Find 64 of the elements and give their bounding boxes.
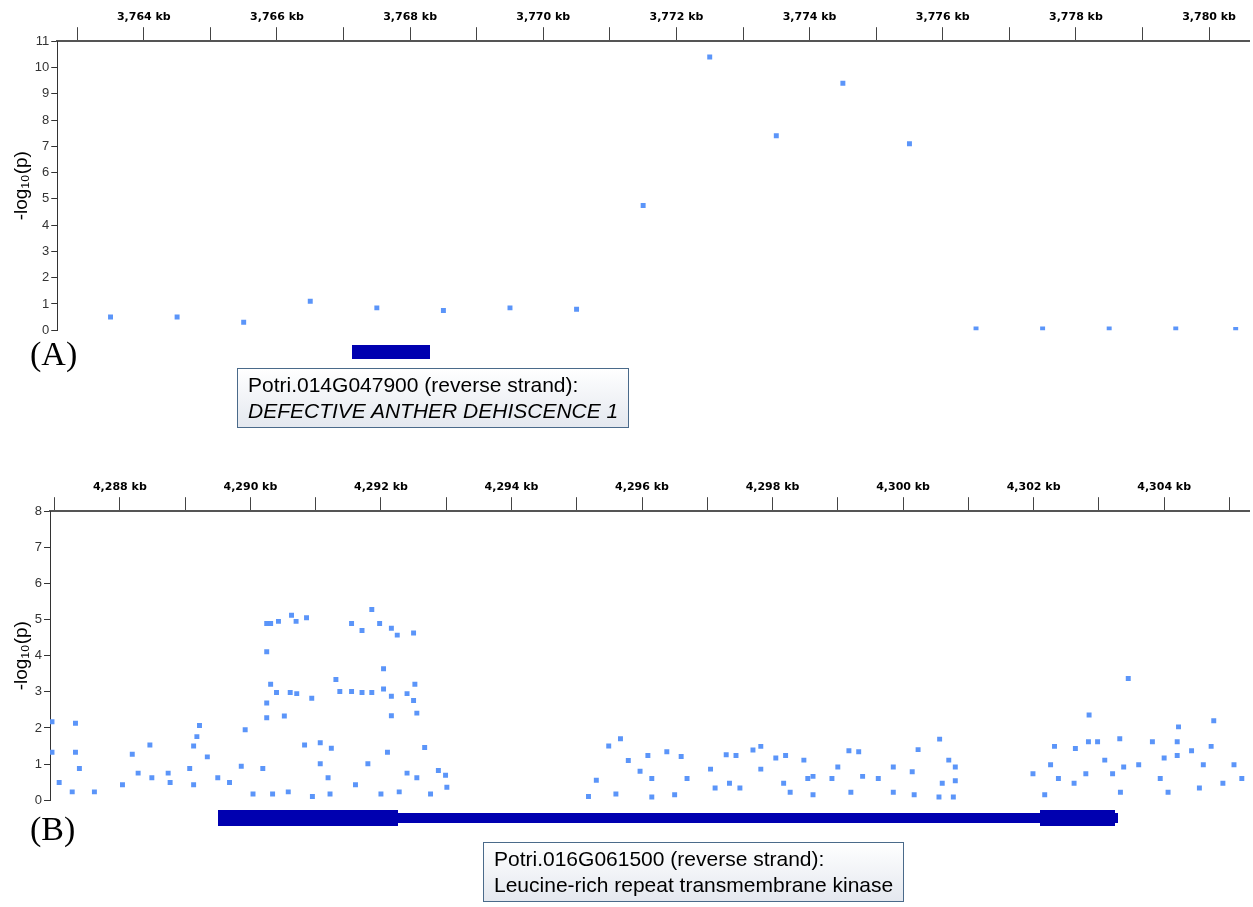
y-tick-label: 7 [34, 538, 43, 554]
y-tick-label: 7 [42, 137, 50, 153]
text: Potri.016G061500 (reverse strand): [494, 846, 826, 872]
point [574, 306, 580, 312]
point [440, 308, 446, 313]
y-tick-label: 8 [42, 111, 50, 127]
point [906, 141, 912, 147]
point [1173, 326, 1179, 331]
y-tick-label: 4 [34, 647, 43, 663]
x-tick-label: 3,768 kb [383, 10, 438, 24]
x-tick-label: 4,290 kb [223, 480, 278, 494]
y-tick-label: 0 [34, 791, 43, 807]
x-tick-label: 3,778 kb [1048, 10, 1103, 24]
y-tick-label: 8 [34, 502, 43, 518]
y-tick-label: 9 [42, 85, 50, 101]
y-tick-label: 1 [42, 295, 50, 311]
x-tick-label: 4,288 kb [92, 480, 147, 494]
y-tick-label: 10 [34, 59, 50, 75]
point [1040, 326, 1046, 331]
point [241, 319, 247, 325]
point [1233, 326, 1239, 331]
x-tick-label: 4,294 kb [484, 480, 539, 494]
point [307, 298, 313, 304]
y-tick-label: 2 [42, 269, 50, 285]
point [1106, 326, 1112, 331]
y-tick-label: 0 [42, 321, 50, 337]
y-tick-label: 3 [42, 242, 50, 258]
y-tick-label: 3 [34, 683, 43, 699]
y-tick-label: 5 [34, 611, 43, 627]
y-tick-label: 6 [42, 164, 50, 180]
y-tick-label: 11 [35, 32, 50, 48]
text: Leucine-rich repeat transmembrane kinase [494, 872, 894, 898]
text: (B) [30, 810, 76, 848]
x-tick-label: 3,780 kb [1182, 10, 1237, 24]
x-tick-label: 3,764 kb [116, 10, 171, 24]
x-tick-label: 3,776 kb [915, 10, 970, 24]
point [840, 80, 846, 86]
y-axis-title: -log₁₀(p) [9, 151, 31, 221]
x-tick-label: 4,302 kb [1006, 480, 1061, 494]
point [973, 326, 979, 331]
x-tick-label: 4,292 kb [354, 480, 408, 494]
y-tick-label: 1 [34, 755, 43, 771]
x-tick-label: 3,770 kb [516, 10, 571, 24]
point [374, 305, 380, 311]
y-tick-label: 6 [34, 575, 43, 591]
y-axis-title: -log₁₀(p) [9, 621, 31, 691]
x-tick-label: 4,296 kb [615, 480, 670, 494]
x-tick-label: 4,300 kb [876, 480, 931, 494]
point [773, 133, 779, 139]
x-tick-label: 3,772 kb [649, 10, 704, 24]
text: (A) [30, 335, 78, 373]
point [707, 54, 713, 60]
text: Potri.014G047900 (reverse strand): [248, 372, 580, 398]
point [108, 314, 113, 320]
point [174, 314, 180, 320]
x-tick-label: 4,304 kb [1137, 480, 1192, 494]
x-tick-label: 3,774 kb [782, 10, 837, 24]
y-tick-label: 4 [42, 216, 50, 232]
y-tick-label: 2 [34, 719, 43, 735]
x-tick-label: 4,298 kb [745, 480, 800, 494]
point [640, 202, 646, 208]
x-tick-label: 3,766 kb [250, 10, 304, 24]
text: DEFECTIVE ANTHER DEHISCENCE 1 [248, 398, 619, 424]
y-tick-label: 5 [42, 190, 50, 206]
